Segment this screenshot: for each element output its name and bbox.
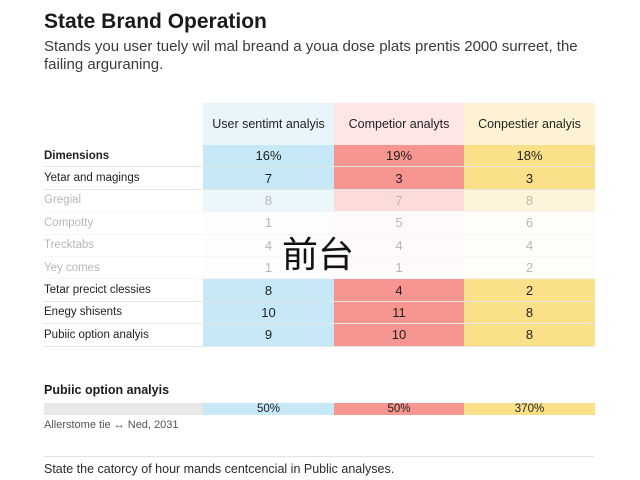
table-cell: 3 bbox=[334, 167, 464, 190]
row-label: Pubiic option analyis bbox=[44, 324, 203, 347]
table-cell: 7 bbox=[334, 189, 464, 213]
table-cell: 8 bbox=[203, 279, 334, 302]
table-cell: 1 bbox=[203, 256, 334, 280]
table-cell: 5 bbox=[334, 212, 464, 235]
summary-value: 370% bbox=[464, 403, 595, 415]
row-label: Dimensions bbox=[44, 145, 203, 168]
table-cell: 2 bbox=[464, 279, 595, 302]
table-cell: 3 bbox=[464, 167, 595, 190]
header-corner bbox=[44, 103, 203, 145]
footer-text: State the catorcy of hour mands centcenc… bbox=[44, 462, 395, 476]
column-header-user-sentiment: User sentimt analyis bbox=[203, 103, 334, 145]
row-label: Tetar precict clessies bbox=[44, 279, 203, 302]
table-cell: 18% bbox=[464, 145, 595, 168]
table-cell: 8 bbox=[464, 324, 595, 347]
overlay-label: 前台 bbox=[282, 235, 355, 276]
row-label: Trecktabs bbox=[44, 235, 203, 257]
table-cell: 4 bbox=[203, 234, 334, 257]
table-cell: 1 bbox=[203, 212, 334, 235]
table-cell: 1 bbox=[334, 256, 464, 280]
column-header-conpestier: Conpestier analyis bbox=[464, 103, 595, 145]
page-title: State Brand Operation bbox=[44, 10, 267, 33]
row-label: Yey comes bbox=[44, 257, 203, 280]
table-cell: 16% bbox=[203, 145, 334, 168]
table-cell: 19% bbox=[334, 145, 464, 168]
table-cell: 10 bbox=[334, 324, 464, 347]
table-cell: 4 bbox=[334, 279, 464, 302]
table-cell: 4 bbox=[464, 234, 595, 257]
summary-value: 50% bbox=[334, 403, 464, 415]
comparison-table: User sentimt analyis Competior analyts C… bbox=[44, 103, 595, 347]
table-cell: 9 bbox=[203, 324, 334, 347]
table-cell: 8 bbox=[464, 301, 595, 325]
table-cell: 6 bbox=[464, 212, 595, 235]
table-cell: 4 bbox=[334, 234, 464, 257]
table-cell: 8 bbox=[464, 189, 595, 213]
table-cell: 8 bbox=[203, 189, 334, 213]
summary-bar-row: 50% 50% 370% bbox=[44, 403, 595, 415]
row-label: Compotty bbox=[44, 212, 203, 235]
row-label: Gregial bbox=[44, 190, 203, 213]
row-label: Enegy shisents bbox=[44, 302, 203, 325]
summary-title: Pubiic option analyis bbox=[44, 383, 170, 397]
table-cell: 7 bbox=[203, 167, 334, 190]
summary-bar-empty bbox=[44, 403, 203, 415]
table-cell: 11 bbox=[334, 301, 464, 325]
table-cell: 10 bbox=[203, 301, 334, 325]
page-subtitle: Stands you user tuely wil mal breand a y… bbox=[44, 38, 578, 73]
column-header-competitor: Competior analyts bbox=[334, 103, 464, 145]
divider bbox=[44, 456, 594, 457]
summary-caption: Allerstome tie ↔ Ned, 2031 bbox=[44, 419, 179, 431]
table-cell: 2 bbox=[464, 256, 595, 280]
row-label: Yetar and magings bbox=[44, 167, 203, 190]
summary-value: 50% bbox=[203, 403, 334, 415]
